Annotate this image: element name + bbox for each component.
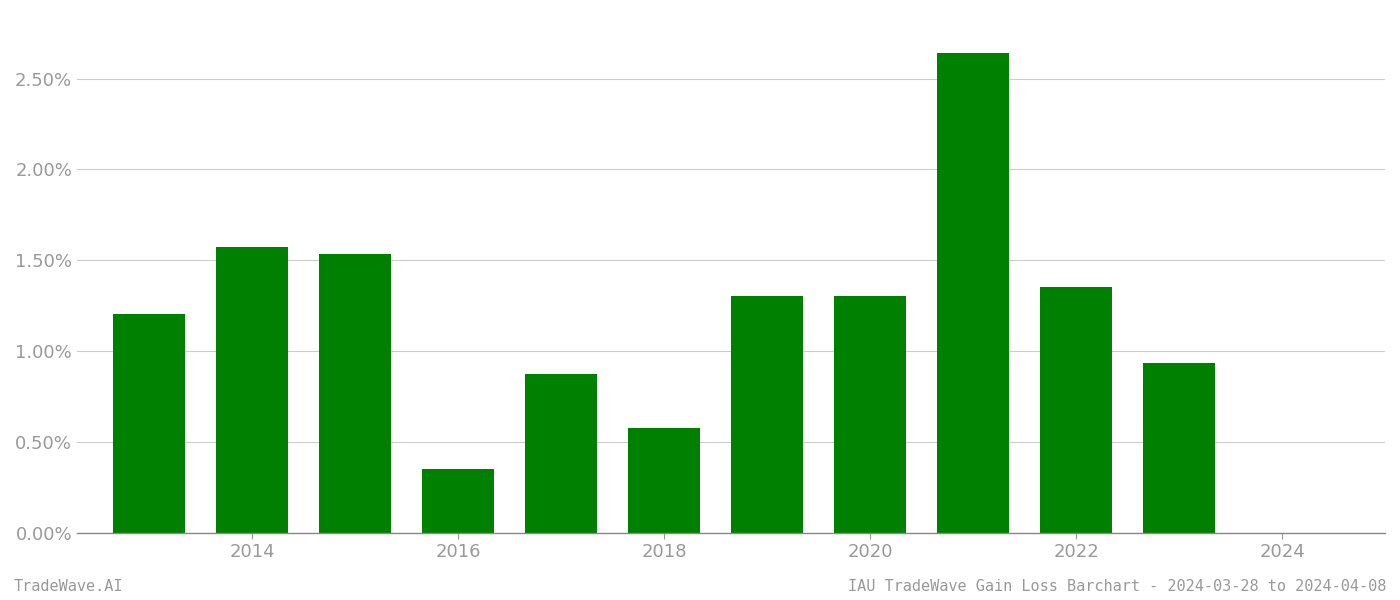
Bar (937, 53, 1009, 533)
Bar (1142, 363, 1215, 533)
Text: TradeWave.AI: TradeWave.AI (14, 579, 123, 594)
Bar (421, 469, 494, 533)
Text: IAU TradeWave Gain Loss Barchart - 2024-03-28 to 2024-04-08: IAU TradeWave Gain Loss Barchart - 2024-… (847, 579, 1386, 594)
Bar (1040, 287, 1112, 533)
Bar (113, 314, 185, 533)
Bar (216, 247, 288, 533)
Bar (629, 428, 700, 533)
Bar (525, 374, 598, 533)
Bar (731, 296, 804, 533)
Bar (319, 254, 391, 533)
Bar (834, 296, 906, 533)
